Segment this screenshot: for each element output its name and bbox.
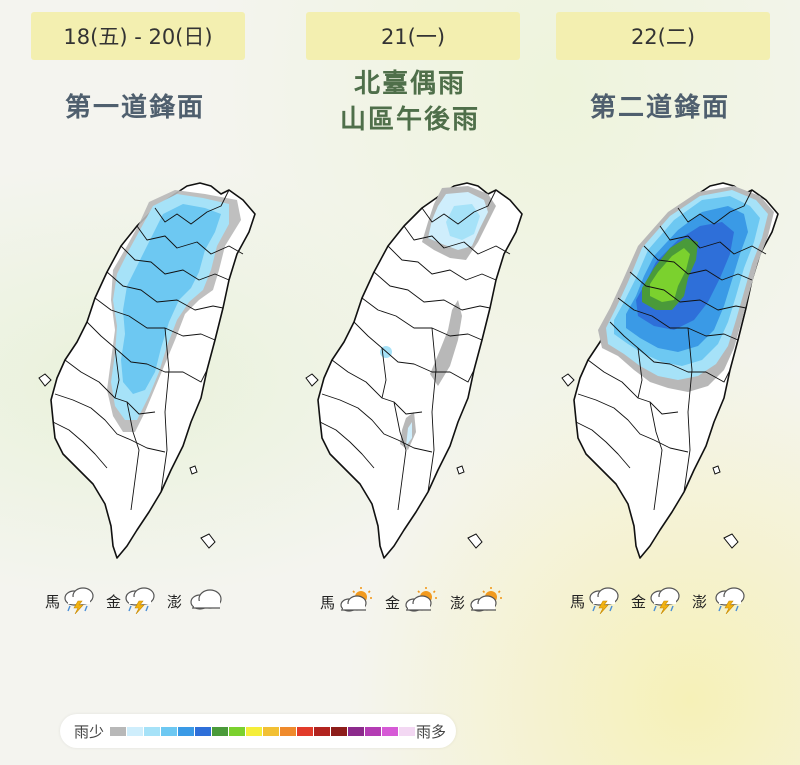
- island-name-penghu: 澎: [450, 593, 466, 612]
- cloud-thunder-rain-icon: [713, 584, 747, 618]
- legend-swatch: [144, 727, 160, 736]
- date-label: 22(二): [556, 12, 770, 60]
- legend-swatch: [348, 727, 364, 736]
- cloud-thunder-rain-icon: [62, 584, 96, 618]
- taiwan-rainfall-map: [305, 182, 523, 559]
- legend-swatch: [399, 727, 415, 736]
- legend-swatch: [195, 727, 211, 736]
- headline: 第二道鋒面: [540, 90, 780, 126]
- legend-swatch: [331, 727, 347, 736]
- date-label: 21(一): [306, 12, 520, 60]
- island-name-matsu: 馬: [320, 593, 336, 612]
- rain-area-lightblue: [406, 422, 412, 446]
- legend-high-label: 雨多: [415, 723, 446, 741]
- headline: 北臺偶雨 山區午後雨: [290, 66, 530, 138]
- island-name-matsu: 馬: [570, 592, 586, 611]
- legend-swatch: [382, 727, 398, 736]
- cloud-thunder-rain-icon: [648, 584, 682, 618]
- legend-swatch: [263, 727, 279, 736]
- cloud-thunder-rain-icon: [123, 584, 157, 618]
- legend-swatch: [246, 727, 262, 736]
- headline-line: 第二道鋒面: [589, 93, 730, 123]
- partly-sunny-icon: [467, 586, 505, 618]
- legend-swatch: [212, 727, 228, 736]
- legend-swatch: [229, 727, 245, 736]
- legend-swatch: [161, 727, 177, 736]
- island-name-penghu: 澎: [167, 592, 183, 611]
- legend-low-label: 雨少: [74, 723, 105, 741]
- rain-area-blue: [446, 204, 480, 240]
- legend-swatch: [110, 727, 126, 736]
- legend-swatch: [178, 727, 194, 736]
- legend-swatch: [280, 727, 296, 736]
- rain-area-blue: [121, 204, 221, 394]
- island-name-kinmen: 金: [106, 592, 122, 611]
- legend-swatch: [127, 727, 143, 736]
- cloud-thunder-rain-icon: [587, 584, 621, 618]
- island-name-penghu: 澎: [692, 592, 708, 611]
- island-name-kinmen: 金: [385, 593, 401, 612]
- headline-line: 山區午後雨: [339, 105, 480, 135]
- forecast-panel-2: 21(一) 北臺偶雨 山區午後雨 馬 金 澎: [290, 0, 530, 640]
- outlying-islands-forecast: 馬 金 澎: [290, 580, 530, 620]
- partly-sunny-icon: [402, 586, 440, 618]
- partly-sunny-icon: [337, 586, 375, 618]
- rain-area-light: [430, 300, 462, 386]
- taiwan-rainfall-map: [38, 182, 256, 559]
- rainfall-legend: 雨少 雨多: [60, 714, 456, 748]
- forecast-panel-1: 18(五) - 20(日) 第一道鋒面 馬 金 澎: [15, 0, 256, 640]
- legend-swatch: [314, 727, 330, 736]
- headline-line: 北臺偶雨: [353, 69, 466, 99]
- legend-color-scale: [110, 727, 416, 736]
- rain-area-lightgreen: [650, 248, 690, 302]
- outlying-islands-forecast: 馬 金 澎: [15, 580, 255, 620]
- outlying-islands-forecast: 馬 金 澎: [540, 580, 780, 620]
- legend-swatch: [297, 727, 313, 736]
- cloud-icon: [188, 587, 224, 615]
- island-name-matsu: 馬: [45, 592, 61, 611]
- forecast-panel-3: 22(二) 第二道鋒面 馬 金 澎: [540, 0, 780, 640]
- taiwan-rainfall-map: [561, 182, 779, 559]
- island-name-kinmen: 金: [631, 592, 647, 611]
- legend-swatch: [365, 727, 381, 736]
- headline: 第一道鋒面: [15, 90, 255, 126]
- headline-line: 第一道鋒面: [64, 93, 205, 123]
- date-label: 18(五) - 20(日): [31, 12, 245, 60]
